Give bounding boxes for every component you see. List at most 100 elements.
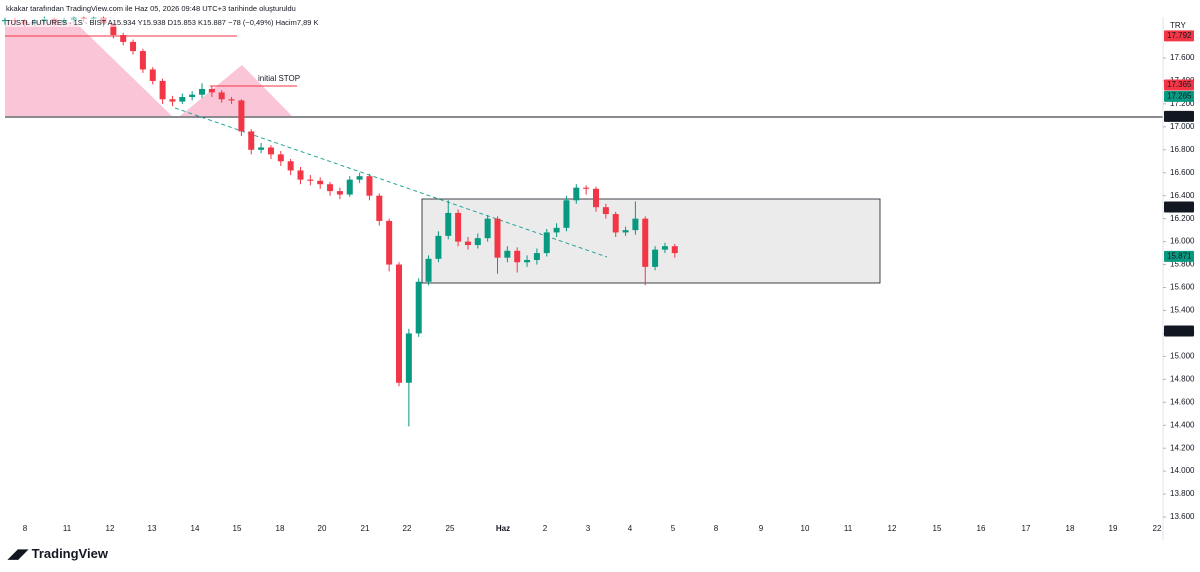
- x-tick-label: 15: [233, 524, 242, 533]
- price-tag-label: 17.792: [1167, 31, 1192, 40]
- y-tick-label: 16.800: [1170, 145, 1195, 154]
- y-tick-label: 17.200: [1170, 99, 1195, 108]
- trend-line: [174, 107, 608, 258]
- x-tick-label: 8: [714, 524, 719, 533]
- candle-body: [169, 99, 176, 102]
- x-tick-label: 4: [628, 524, 633, 533]
- y-tick-label: 13.600: [1170, 512, 1195, 521]
- x-tick-label: 13: [148, 524, 157, 533]
- brand-logo: ◢◤ TradingView: [8, 546, 108, 561]
- x-tick-label: 25: [446, 524, 455, 533]
- x-tick-label: 22: [403, 524, 412, 533]
- candle-body: [494, 218, 501, 258]
- candle-body: [425, 258, 432, 282]
- currency: TRY: [1170, 21, 1187, 30]
- y-tick-label: 16.600: [1170, 168, 1195, 177]
- drawing-triangle: [180, 65, 292, 116]
- y-tick-label: 17.400: [1170, 76, 1195, 85]
- price-tag-label: 17.365: [1167, 80, 1192, 89]
- candle-body: [179, 96, 186, 102]
- candle-body: [632, 218, 639, 231]
- candle-body: [366, 176, 373, 196]
- y-tick-label: 15.800: [1170, 260, 1195, 269]
- candle-body: [277, 154, 284, 162]
- candle-body: [661, 246, 668, 250]
- x-tick-label: 14: [191, 524, 200, 533]
- y-tick-label: 17.600: [1170, 53, 1195, 62]
- y-tick-label: 16.400: [1170, 191, 1195, 200]
- x-tick-label: 19: [1109, 524, 1118, 533]
- candle-body: [573, 187, 580, 201]
- price-tag: [1164, 201, 1194, 213]
- candle-body: [474, 238, 481, 246]
- y-tick-label: 13.800: [1170, 489, 1195, 498]
- drawing-triangle: [5, 22, 172, 116]
- x-tick-label: 11: [844, 524, 853, 533]
- y-tick-label: 15.600: [1170, 283, 1195, 292]
- candle-body: [464, 241, 471, 246]
- candle-body: [642, 218, 649, 267]
- candle-body: [612, 214, 619, 233]
- candle-body: [445, 212, 452, 236]
- candle-body: [514, 250, 521, 263]
- candle-body: [189, 94, 196, 97]
- candle-body: [386, 220, 393, 265]
- candle-body: [396, 264, 402, 383]
- candle-body: [258, 147, 265, 150]
- y-tick-label: 15.200: [1170, 329, 1195, 338]
- x-tick-label: 8: [23, 524, 28, 533]
- x-tick-label: 11: [63, 524, 72, 533]
- candle-body: [376, 195, 383, 221]
- credit: kkakar tarafından TradingView.com ile Ha…: [6, 4, 296, 13]
- candle-body: [484, 218, 491, 239]
- symbol-legend: TUSTL FUTURES · 1S · BIST A15.934 Y15.93…: [6, 18, 319, 27]
- price-tag-label: 16.302: [1167, 202, 1192, 211]
- x-tick-label: 22: [1153, 524, 1162, 533]
- x-tick-label: 9: [759, 524, 764, 533]
- candle-body: [199, 88, 205, 95]
- candle-body: [356, 176, 363, 180]
- candle-body: [327, 184, 334, 192]
- candle-body: [248, 131, 255, 150]
- candle-body: [130, 41, 137, 52]
- price-tag-label: 15.221: [1167, 326, 1192, 335]
- candle-body: [267, 147, 274, 155]
- candles: [2, 16, 678, 427]
- y-tick-label: 15.000: [1170, 351, 1195, 360]
- candle-body: [405, 333, 412, 383]
- price-tag: [1164, 30, 1194, 42]
- y-tick-label: 14.800: [1170, 374, 1195, 383]
- candle-body: [307, 179, 314, 181]
- candle-body: [218, 92, 225, 100]
- brand: TradingView: [31, 546, 108, 561]
- price-tag-label: 17.265: [1167, 92, 1192, 101]
- candle-body: [543, 232, 550, 254]
- y-tick-label: 14.200: [1170, 443, 1195, 452]
- x-tick-label: 3: [586, 524, 591, 533]
- y-tick-label: 14.400: [1170, 420, 1195, 429]
- price-tag: [1164, 79, 1194, 91]
- candle-body: [671, 246, 678, 254]
- candle-body: [622, 230, 629, 233]
- x-tick-label: 2: [543, 524, 548, 533]
- candle-body: [593, 188, 599, 208]
- candle-body: [563, 200, 570, 228]
- x-tick-label: 18: [276, 524, 285, 533]
- y-tick-label: 16.200: [1170, 214, 1195, 223]
- x-tick-label: 15: [933, 524, 942, 533]
- candle-body: [139, 51, 146, 70]
- y-tick-label: 17.000: [1170, 122, 1195, 131]
- price-tag: [1164, 110, 1194, 122]
- price-tag: [1164, 90, 1194, 102]
- y-tick-label: 14.600: [1170, 397, 1195, 406]
- candle-body: [553, 227, 560, 233]
- candle-body: [228, 99, 235, 101]
- candle-body: [346, 179, 353, 195]
- x-tick-label: 16: [977, 524, 986, 533]
- y-tick-label: 16.000: [1170, 237, 1195, 246]
- candle-body: [208, 88, 215, 93]
- price-tag: [1164, 325, 1194, 337]
- candle-body: [149, 69, 156, 81]
